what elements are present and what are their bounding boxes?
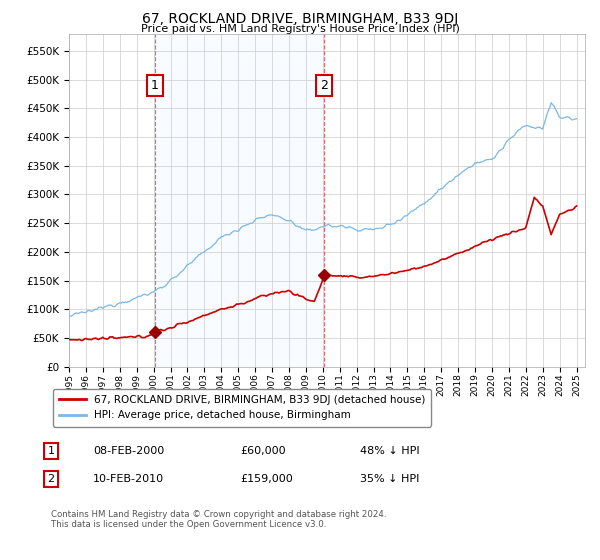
- Legend: 67, ROCKLAND DRIVE, BIRMINGHAM, B33 9DJ (detached house), HPI: Average price, de: 67, ROCKLAND DRIVE, BIRMINGHAM, B33 9DJ …: [53, 389, 431, 427]
- Bar: [155, 34, 324, 367]
- Text: 1: 1: [151, 79, 159, 92]
- Text: £159,000: £159,000: [240, 474, 293, 484]
- Text: 2: 2: [320, 79, 328, 92]
- Text: £60,000: £60,000: [240, 446, 286, 456]
- Text: 35% ↓ HPI: 35% ↓ HPI: [360, 474, 419, 484]
- Text: 10-FEB-2010: 10-FEB-2010: [93, 474, 164, 484]
- Text: Contains HM Land Registry data © Crown copyright and database right 2024.
This d: Contains HM Land Registry data © Crown c…: [51, 510, 386, 529]
- Text: 08-FEB-2000: 08-FEB-2000: [93, 446, 164, 456]
- Text: 1: 1: [47, 446, 55, 456]
- Text: 67, ROCKLAND DRIVE, BIRMINGHAM, B33 9DJ: 67, ROCKLAND DRIVE, BIRMINGHAM, B33 9DJ: [142, 12, 458, 26]
- Text: Price paid vs. HM Land Registry's House Price Index (HPI): Price paid vs. HM Land Registry's House …: [140, 24, 460, 34]
- Text: 48% ↓ HPI: 48% ↓ HPI: [360, 446, 419, 456]
- Text: 2: 2: [47, 474, 55, 484]
